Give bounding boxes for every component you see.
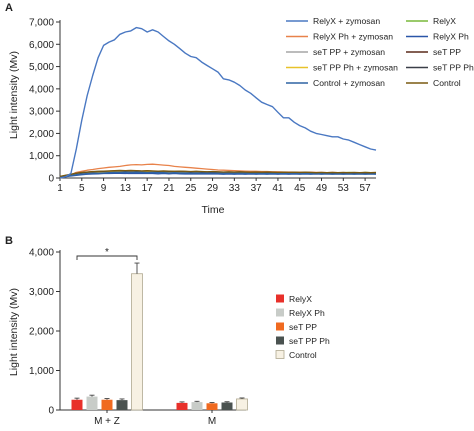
panel-a-x-tick-label: 25 [185, 183, 197, 194]
panel-a-axes: 0 1,000 2,000 3,000 4,000 5,000 6,000 7,000 1 5 9 1… [29, 18, 376, 194]
panel-a-legend-label: seT PP [433, 47, 461, 57]
panel-a-x-tick-label: 29 [207, 183, 219, 194]
panel-a-legend-label: RelyX Ph [433, 32, 469, 42]
panel-b-legend-label: seT PP Ph [289, 336, 330, 346]
panel-a-series-lines [59, 26, 377, 179]
panel-a-legend-label: RelyX Ph + zymosan [313, 32, 393, 42]
panel-a-legend-label: Control + zymosan [313, 78, 385, 88]
panel-a-x-tick-label: 17 [142, 183, 154, 194]
panel-b-legend: RelyX RelyX Ph seT PP seT PP Ph Control [275, 294, 330, 360]
panel-a-y-tick-label: 2,000 [29, 129, 54, 140]
panel-a-series-line-9 [59, 171, 376, 178]
panel-a-series-line-1 [59, 26, 377, 179]
panel-b-y-tick-label: 2,000 [29, 327, 54, 338]
panel-a-series-line-10 [59, 169, 377, 178]
panel-a-x-tick-label: 49 [316, 183, 328, 194]
panel-a-x-tick-label: 5 [79, 183, 85, 194]
panel-a-legend: RelyX + zymosan RelyX RelyX Ph + zymosan Re… [286, 16, 474, 88]
panel-b-legend-label: seT PP [289, 322, 317, 332]
panel-b-legend-swatch [275, 350, 285, 359]
panel-a-y-tick-label: 3,000 [29, 107, 54, 118]
panel-a-legend-label: seT PP Ph + zymosan [313, 63, 398, 73]
panel-b-bar [176, 402, 188, 410]
panel-a-legend-label: RelyX + zymosan [313, 16, 380, 26]
panel-a-x-tick-label: 21 [163, 183, 175, 194]
panel-a-y-tick-label: 4,000 [29, 84, 54, 95]
panel-a-x-tick-label: 1 [57, 183, 63, 194]
panel-a-x-tick-label: 41 [272, 183, 284, 194]
panel-a-y-tick-label: 5,000 [29, 62, 54, 73]
panel-b-bar [221, 402, 233, 410]
panel-b-legend-swatch [276, 322, 284, 331]
panel-a-legend-label: RelyX [433, 16, 456, 26]
panel-b-y-tick-label: 3,000 [29, 287, 54, 298]
panel-a-y-tick-label: 0 [48, 174, 54, 185]
panel-b-bar [236, 398, 248, 411]
panel-a-legend-label: Control [433, 78, 461, 88]
panel-a-letter: A [5, 2, 13, 14]
panel-a-y-tick-label: 7,000 [29, 18, 54, 29]
panel-a-x-tick-label: 37 [251, 183, 263, 194]
significance-bracket [76, 255, 138, 260]
panel-b-x-tick-label: M [208, 416, 216, 427]
panel-a-x-tick-label: 57 [360, 183, 372, 194]
panel-b-bar [191, 402, 203, 410]
panel-b-legend-swatch [276, 308, 284, 317]
panel-b-bar [206, 403, 218, 410]
panel-a-legend-label: seT PP + zymosan [313, 47, 385, 57]
panel-b-bar [101, 399, 113, 410]
panel-a-x-tick-label: 9 [101, 183, 107, 194]
panel-b-legend-label: Control [289, 350, 317, 360]
panel-b-legend-label: RelyX [289, 294, 312, 304]
panel-a-y-tick-label: 1,000 [29, 151, 54, 162]
panel-b-bar [116, 400, 128, 410]
panel-a-legend-label: seT PP Ph [433, 63, 474, 73]
panel-a: A 0 1,000 2,000 3,000 4,000 5,000 6,000 7,000 1 5… [5, 2, 474, 216]
panel-b-legend-swatch [276, 336, 284, 345]
panel-b-bar [71, 399, 83, 410]
panel-a-y-tick-label: 6,000 [29, 40, 54, 51]
panel-a-y-axis-title: Light intensity (Mv) [8, 51, 20, 139]
panel-a-x-tick-label: 13 [120, 183, 132, 194]
panel-b-letter: B [5, 235, 13, 247]
panel-b-y-tick-label: 0 [48, 406, 54, 417]
panel-b-y-tick-label: 1,000 [29, 366, 54, 377]
panel-b-legend-swatch [276, 294, 284, 303]
panel-a-x-tick-label: 45 [294, 183, 306, 194]
panel-b-bar [86, 396, 98, 410]
panel-b-y-tick-label: 4,000 [29, 248, 54, 259]
significance-asterisk: * [105, 247, 109, 258]
panel-b-x-tick-label: M + Z [94, 416, 120, 427]
panel-b-y-axis-title: Light intensity (Mv) [8, 288, 20, 376]
panel-b-bar [131, 273, 143, 411]
panel-b-bars: * [71, 247, 248, 411]
panel-a-x-axis-title: Time [202, 204, 225, 216]
panel-a-x-tick-label: 33 [229, 183, 241, 194]
panel-b-legend-label: RelyX Ph [289, 308, 325, 318]
panel-a-x-tick-label: 53 [338, 183, 350, 194]
